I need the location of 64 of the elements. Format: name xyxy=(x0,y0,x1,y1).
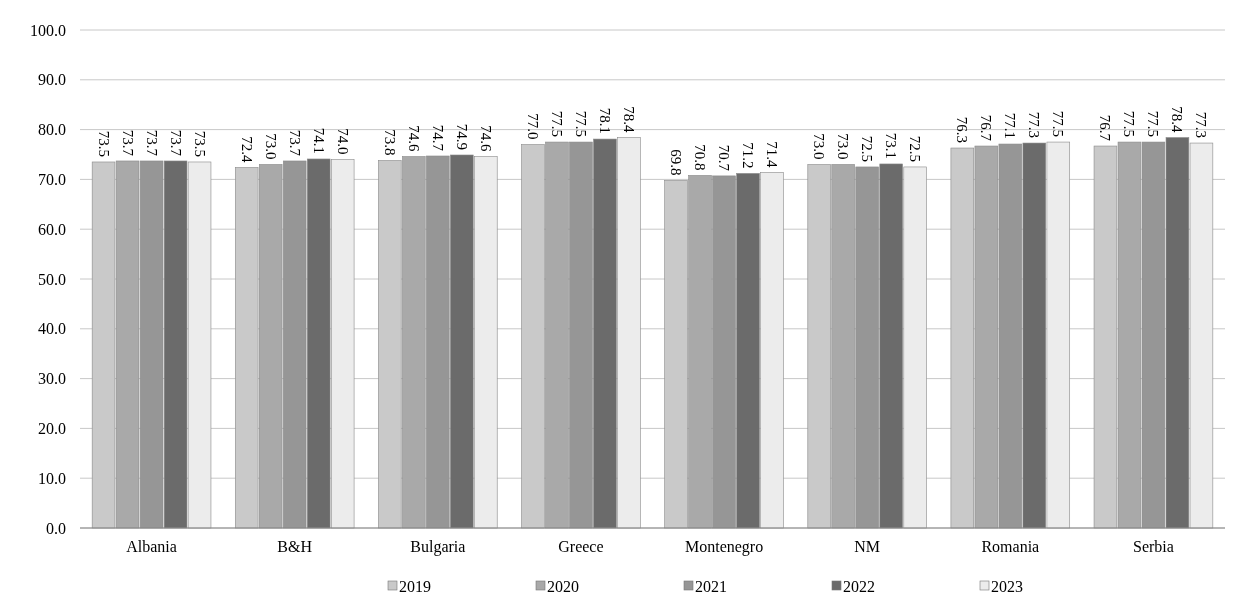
data-label: 77.1 xyxy=(1002,112,1019,140)
data-label: 73.7 xyxy=(286,129,303,157)
data-label: 69.8 xyxy=(668,149,685,176)
x-tick-label: B&H xyxy=(277,538,313,555)
data-label: 73.7 xyxy=(143,129,160,157)
data-label: 73.7 xyxy=(119,129,136,157)
legend-label: 2019 xyxy=(399,578,431,595)
y-tick-label: 10.0 xyxy=(38,469,66,487)
data-label: 77.5 xyxy=(1121,110,1138,138)
x-tick-label: NM xyxy=(854,538,881,555)
data-label: 73.0 xyxy=(811,133,828,160)
data-label: 74.6 xyxy=(405,125,422,152)
y-tick-label: 0.0 xyxy=(46,519,66,537)
data-label: 72.5 xyxy=(907,135,924,162)
data-label: 73.5 xyxy=(191,130,208,157)
data-label: 77.3 xyxy=(1026,111,1043,139)
y-tick-label: 60.0 xyxy=(38,220,66,238)
x-tick-label: Romania xyxy=(981,538,1040,555)
legend-label: 2020 xyxy=(547,578,579,595)
y-tick-label: 20.0 xyxy=(38,419,66,437)
x-tick-label: Greece xyxy=(558,538,604,555)
data-label: 74.0 xyxy=(334,128,351,155)
y-tick-label: 50.0 xyxy=(38,270,66,288)
data-label: 76.7 xyxy=(1097,114,1114,142)
data-label: 74.1 xyxy=(310,127,327,154)
data-label: 73.7 xyxy=(167,129,184,157)
data-label: 76.3 xyxy=(954,116,971,144)
x-tick-label: Bulgaria xyxy=(410,538,466,556)
data-label: 74.7 xyxy=(429,124,446,152)
data-label: 77.5 xyxy=(1145,110,1162,138)
data-label: 74.9 xyxy=(453,123,470,150)
data-label: 78.4 xyxy=(1169,106,1186,134)
data-label: 74.6 xyxy=(477,125,494,152)
data-label: 73.1 xyxy=(883,132,900,159)
data-label: 77.5 xyxy=(548,110,565,138)
y-tick-label: 40.0 xyxy=(38,320,66,338)
x-tick-label: Albania xyxy=(126,538,177,555)
legend-label: 2022 xyxy=(843,578,875,595)
y-tick-label: 100.0 xyxy=(30,21,66,39)
y-tick-label: 30.0 xyxy=(38,370,66,388)
data-label: 78.1 xyxy=(596,107,613,135)
data-label: 73.0 xyxy=(835,133,852,160)
data-label: 77.3 xyxy=(1193,111,1210,139)
data-label: 71.2 xyxy=(740,142,757,169)
data-label: 78.4 xyxy=(620,106,637,134)
y-tick-label: 70.0 xyxy=(38,170,66,188)
x-tick-label: Montenegro xyxy=(684,538,764,556)
legend-label: 2023 xyxy=(991,578,1023,595)
y-tick-label: 90.0 xyxy=(38,71,66,89)
data-label: 70.8 xyxy=(692,144,709,171)
data-label: 76.7 xyxy=(978,114,995,142)
data-label: 73.0 xyxy=(262,133,279,160)
data-label: 73.8 xyxy=(381,129,398,156)
data-label: 77.0 xyxy=(524,113,541,140)
y-tick-label: 80.0 xyxy=(38,121,66,139)
data-label: 71.4 xyxy=(764,141,781,168)
data-label: 72.5 xyxy=(859,135,876,162)
data-label: 72.4 xyxy=(238,136,255,163)
data-label: 73.5 xyxy=(95,130,112,157)
data-label: 70.7 xyxy=(716,144,733,172)
x-tick-label: Serbia xyxy=(1133,538,1174,555)
data-label: 77.5 xyxy=(1050,110,1067,138)
legend-label: 2021 xyxy=(695,578,727,595)
data-label: 77.5 xyxy=(572,110,589,138)
